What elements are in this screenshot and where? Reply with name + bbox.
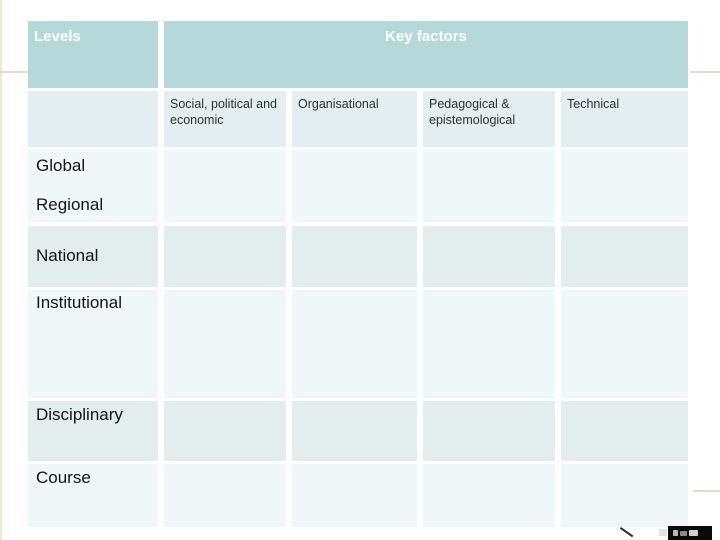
column-header-row: Social, political and economic Organisat… [28,91,688,147]
badge-ghost-mark [659,529,667,536]
levels-header-cell: Levels [28,21,158,88]
empty-cell [561,401,688,461]
empty-cell [423,464,555,527]
badge-glyph [689,530,698,536]
column-header-spacer-cell [28,91,158,147]
row-label: Regional [36,195,104,214]
table-row-disciplinary: Disciplinary [28,401,688,461]
empty-cell [164,191,286,222]
accent-rule-bottom-right [693,490,720,492]
empty-cell [164,290,286,398]
accent-rule-vertical-right [0,0,2,540]
empty-cell [423,290,555,398]
column-header-label: Pedagogical & epistemological [429,97,516,127]
empty-cell [164,150,286,191]
column-header-technical: Technical [561,91,688,147]
column-header-organisational: Organisational [292,91,417,147]
empty-cell [292,226,417,287]
column-header-social-political-economic: Social, political and economic [164,91,286,147]
column-header-label: Technical [567,97,620,111]
empty-cell [164,464,286,527]
row-label-cell: National [28,226,158,287]
key-factors-header-label: Key factors [385,28,467,45]
slide-number-badge [668,526,712,540]
row-label: National [36,246,99,265]
badge-glyph [673,530,678,536]
badge-glyph [680,530,687,536]
empty-cell [292,191,417,222]
column-header-label: Organisational [298,97,379,111]
empty-cell [561,191,688,222]
row-label: Disciplinary [36,405,123,424]
empty-cell [164,401,286,461]
empty-cell [292,150,417,191]
table-row-regional: Regional [28,191,688,222]
empty-cell [292,401,417,461]
row-label: Institutional [36,293,122,312]
table-row-global: Global [28,150,688,191]
table-header-row: Levels Key factors [28,21,688,88]
empty-cell [561,464,688,527]
table-row-national: National [28,226,688,287]
row-label-cell: Course [28,464,158,527]
accent-rule-top-right [690,71,720,73]
row-label-cell: Global [28,150,158,191]
key-factors-header-cell: Key factors [164,21,688,88]
row-label: Global [36,156,86,175]
empty-cell [561,290,688,398]
empty-cell [423,226,555,287]
empty-cell [423,150,555,191]
table-row-institutional: Institutional [28,290,688,398]
empty-cell [561,150,688,191]
row-label: Course [36,468,91,487]
empty-cell [561,226,688,287]
row-label-cell: Institutional [28,290,158,398]
accent-rule-top-left [0,71,28,73]
empty-cell [423,191,555,222]
mouse-cursor [619,527,634,538]
column-header-label: Social, political and economic [170,97,278,127]
levels-header-label: Levels [34,28,81,45]
table-row-course: Course [28,464,688,527]
column-header-pedagogical-epistemological: Pedagogical & epistemological [423,91,555,147]
row-label-cell: Disciplinary [28,401,158,461]
empty-cell [292,464,417,527]
row-label-cell: Regional [28,191,158,222]
levels-key-factors-table: Levels Key factors Social, political and… [28,21,688,527]
empty-cell [292,290,417,398]
empty-cell [164,226,286,287]
empty-cell [423,401,555,461]
